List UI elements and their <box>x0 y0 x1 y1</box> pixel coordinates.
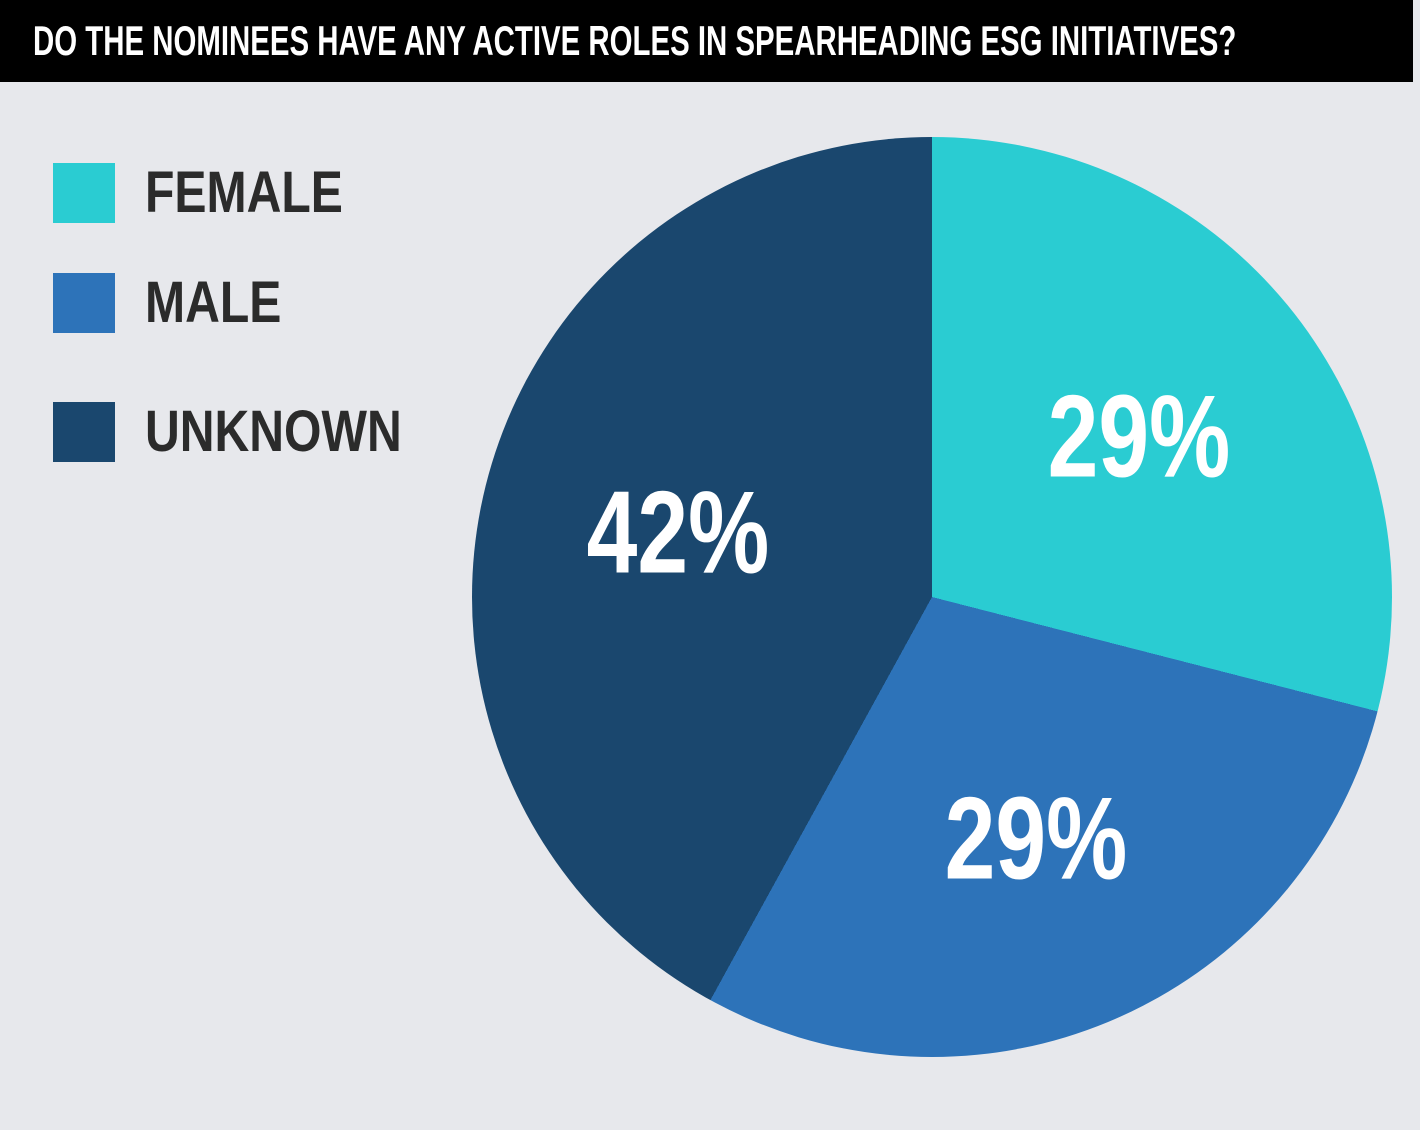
legend-swatch-male <box>53 273 115 333</box>
legend-swatch-unknown <box>53 402 115 462</box>
header-bar: DO THE NOMINEES HAVE ANY ACTIVE ROLES IN… <box>0 0 1413 82</box>
legend-swatch-female <box>53 163 115 223</box>
pie-slice-label-female: 29% <box>1047 370 1231 502</box>
legend-item-female: FEMALE <box>53 163 383 223</box>
pie-slice-label-unknown: 42% <box>586 466 770 598</box>
legend-label-unknown: UNKNOWN <box>145 399 402 464</box>
legend-label-male: MALE <box>145 270 282 335</box>
legend-item-unknown: UNKNOWN <box>53 402 454 462</box>
legend-label-female: FEMALE <box>145 160 343 225</box>
pie-slice-label-male: 29% <box>944 772 1128 904</box>
pie-chart: 29% 29% 42% <box>472 137 1392 1057</box>
chart-title: DO THE NOMINEES HAVE ANY ACTIVE ROLES IN… <box>33 17 1237 64</box>
legend-item-male: MALE <box>53 273 309 333</box>
